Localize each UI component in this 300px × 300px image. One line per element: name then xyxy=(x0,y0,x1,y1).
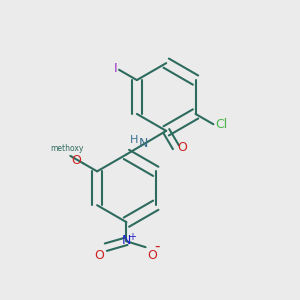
Text: Cl: Cl xyxy=(215,118,227,131)
Text: +: + xyxy=(128,232,136,242)
Text: I: I xyxy=(114,62,118,75)
Text: O: O xyxy=(147,249,157,262)
Text: O: O xyxy=(178,141,188,154)
Text: methoxy: methoxy xyxy=(51,144,84,153)
Text: N: N xyxy=(122,234,131,247)
Text: O: O xyxy=(72,154,82,167)
Text: H: H xyxy=(130,135,138,145)
Text: -: - xyxy=(154,238,160,253)
Text: O: O xyxy=(94,249,104,262)
Text: N: N xyxy=(139,136,148,150)
